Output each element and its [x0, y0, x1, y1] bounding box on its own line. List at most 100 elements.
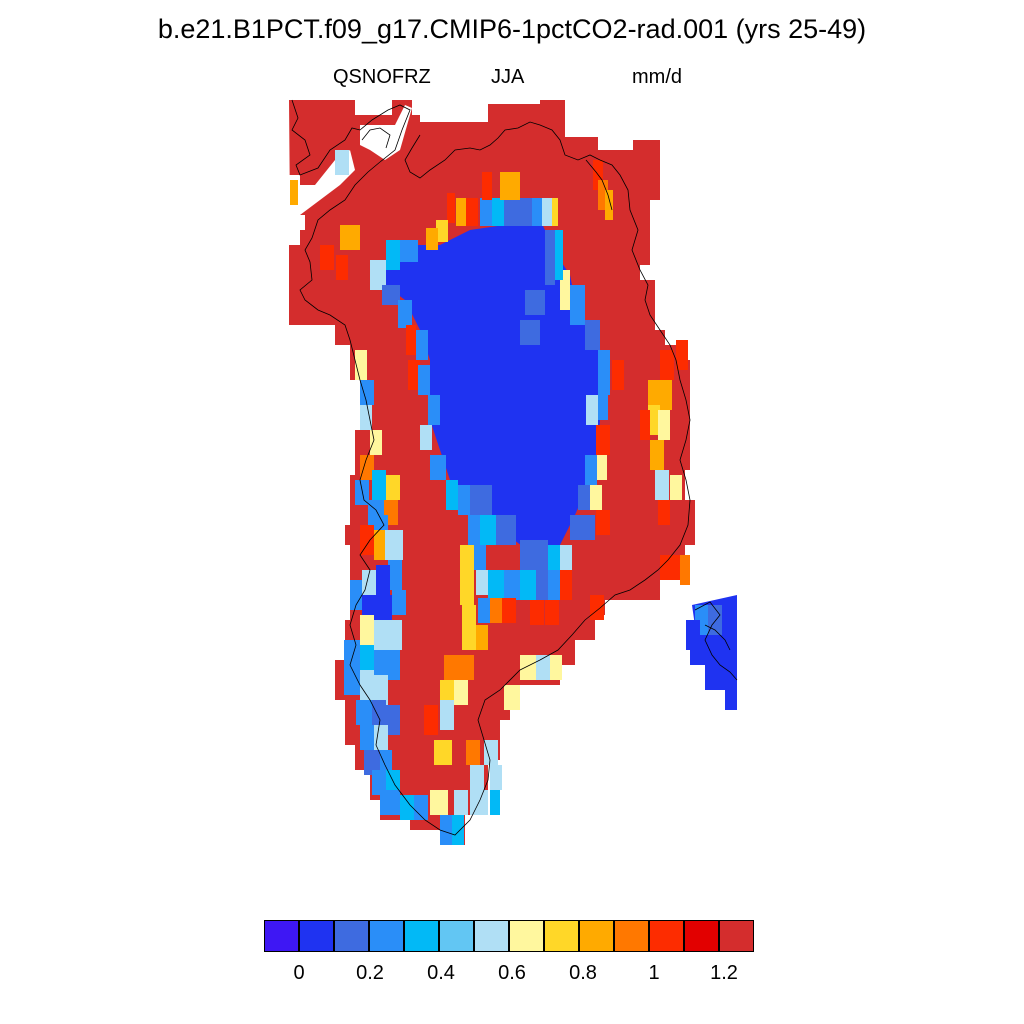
grid-cell — [520, 570, 536, 600]
grid-cell — [542, 198, 552, 226]
grid-cell — [360, 525, 374, 555]
grid-cell — [452, 815, 464, 845]
colorbar-swatch — [544, 920, 579, 952]
grid-cell — [320, 245, 334, 270]
grid-cell — [370, 430, 382, 455]
grid-cell — [550, 655, 562, 680]
grid-cell — [470, 485, 492, 515]
grid-cell — [374, 650, 388, 680]
colorbar-tick-label: 0 — [293, 962, 305, 984]
colorbar-tick-label: 0.8 — [569, 962, 597, 984]
grid-cell — [520, 320, 540, 345]
grid-cell — [596, 510, 610, 535]
grid-cell — [534, 540, 548, 570]
grid-cell — [545, 600, 559, 625]
grid-cell — [430, 455, 446, 480]
plot-title: b.e21.B1PCT.f09_g17.CMIP6-1pctCO2-rad.00… — [157, 14, 867, 44]
grid-cell — [400, 240, 418, 262]
grid-cell — [344, 665, 360, 695]
colorbar-swatch — [299, 920, 334, 952]
grid-cell — [536, 570, 548, 600]
season-label: JJA — [491, 66, 525, 88]
grid-cell — [560, 545, 572, 570]
grid-cell — [430, 790, 448, 815]
grid-cell — [374, 675, 388, 705]
colorbar-swatch — [264, 920, 299, 952]
grid-cell — [426, 228, 438, 250]
grid-cell — [504, 570, 524, 600]
grid-cell — [532, 198, 542, 226]
grid-cell — [360, 725, 374, 750]
colorbar-swatch — [439, 920, 474, 952]
grid-cell — [386, 705, 400, 735]
colorbar-swatch — [684, 920, 719, 952]
grid-cell — [336, 255, 348, 280]
grid-cell — [520, 540, 534, 570]
grid-cell — [598, 395, 608, 420]
grid-cell — [660, 380, 672, 410]
grid-cell — [660, 350, 674, 380]
grid-cell — [372, 770, 386, 795]
grid-cell — [490, 598, 502, 623]
grid-cell — [386, 650, 400, 680]
grid-cell — [670, 475, 682, 500]
grid-cell — [520, 655, 536, 680]
grid-cell — [406, 325, 416, 355]
grid-cell — [488, 570, 504, 600]
grid-cell — [466, 740, 480, 765]
grid-cell — [466, 198, 478, 226]
grid-cell — [553, 230, 563, 280]
colorbar-swatch — [334, 920, 369, 952]
grid-cell — [335, 150, 349, 175]
grid-cell — [386, 475, 400, 500]
grid-cell — [462, 605, 476, 650]
grid-cell — [660, 555, 670, 580]
colorbar-swatch — [369, 920, 404, 952]
grid-cell — [530, 600, 544, 625]
grid-cell — [454, 790, 468, 815]
grid-cell — [364, 750, 380, 775]
grid-cell — [500, 320, 520, 350]
grid-cell — [380, 750, 392, 775]
grid-cell — [374, 530, 388, 560]
grid-cell — [360, 645, 374, 675]
grid-cell — [492, 198, 504, 226]
colorbar-swatch — [579, 920, 614, 952]
coastline-layer — [291, 99, 738, 836]
grid-cell — [408, 360, 420, 390]
grid-cell — [586, 395, 598, 425]
ice-sheet-interior — [380, 220, 605, 548]
grid-cell — [360, 615, 374, 645]
coastline — [585, 159, 613, 211]
grid-cell — [502, 598, 516, 623]
grid-cell — [447, 193, 455, 223]
grid-cell — [500, 172, 520, 200]
grid-cell — [374, 620, 388, 650]
grid-cell — [480, 198, 492, 226]
grid-cell — [388, 560, 402, 590]
grid-cell — [385, 530, 403, 560]
grid-cell — [372, 700, 386, 725]
grid-cell — [428, 395, 440, 425]
grid-cell — [548, 545, 560, 575]
grid-cell — [658, 500, 670, 525]
grid-cell — [480, 515, 496, 545]
grid-cell — [676, 340, 688, 370]
grid-cell — [376, 565, 390, 595]
grid-cell — [356, 700, 372, 725]
grid-cell — [398, 300, 412, 328]
grid-cell — [340, 225, 360, 250]
coastline — [361, 127, 391, 149]
grid-cell — [360, 455, 374, 480]
grid-cell — [444, 655, 474, 680]
grid-cell — [590, 485, 602, 510]
grid-cell — [648, 405, 660, 435]
grid-cell — [468, 515, 480, 545]
grid-cell — [360, 670, 374, 700]
grid-cell — [496, 515, 516, 545]
colorbar-swatch — [719, 920, 754, 952]
grid-cell — [350, 580, 362, 610]
grid-cell — [434, 740, 452, 765]
grid-cell — [552, 198, 558, 226]
grid-cells-layer — [290, 150, 722, 845]
